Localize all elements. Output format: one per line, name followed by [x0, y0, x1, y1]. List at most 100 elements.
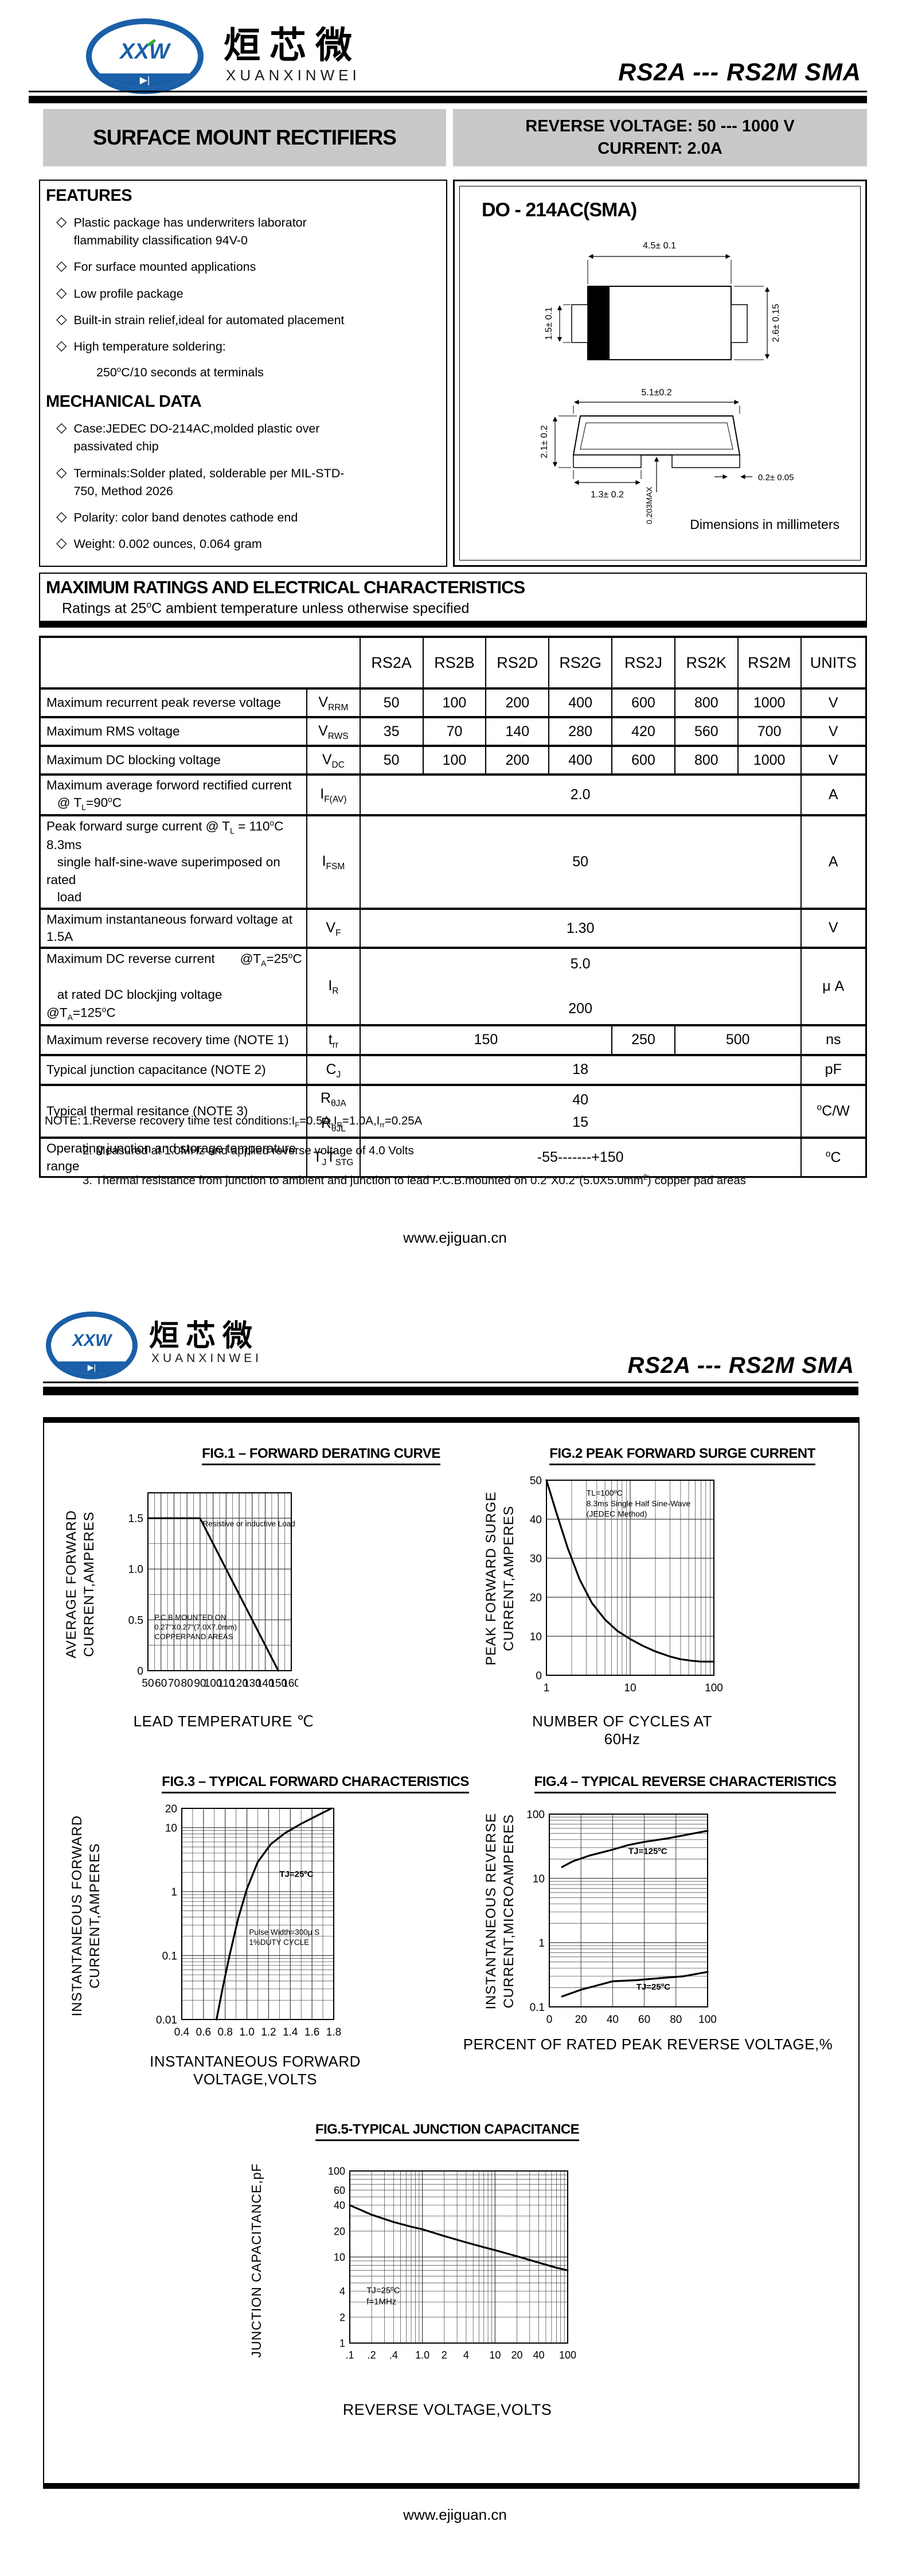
- svg-text:1: 1: [544, 1682, 550, 1694]
- table-cell: 400: [548, 687, 612, 717]
- list-item: ◇ Plastic package has underwriters labora…: [56, 214, 436, 250]
- table-cell: 40 15: [359, 1083, 801, 1138]
- svg-text:1.0: 1.0: [239, 2026, 254, 2038]
- package-drawing: 4.5± 0.1 1.5± 0.1 2.6± 0.15: [540, 241, 794, 524]
- table-cell: Typical thermal resitance (NOTE 3): [40, 1083, 307, 1138]
- svg-text:0.4: 0.4: [174, 2026, 190, 2038]
- header-rule-thin: [29, 91, 867, 92]
- svg-text:50: 50: [530, 1475, 542, 1487]
- table-cell: 400: [548, 745, 612, 775]
- fig1-ylabel: AVERAGE FORWARD CURRENT,AMPERES: [63, 1509, 97, 1659]
- svg-text:1.8: 1.8: [326, 2026, 341, 2038]
- table-cell: 600: [611, 687, 675, 717]
- diamond-bullet-icon: ◇: [56, 420, 67, 436]
- fig5-ylabel: JUNCTION CAPACITANCE,pF: [249, 2163, 264, 2358]
- svg-text:2: 2: [339, 2312, 345, 2323]
- fig5-xlabel: REVERSE VOLTAGE,VOLTS: [342, 2401, 552, 2418]
- table-cell: trr: [306, 1024, 360, 1055]
- table-cell: 600: [611, 745, 675, 775]
- table-cell: 50: [359, 687, 423, 717]
- list-item: ◇ Built-in strain relief,ideal for automa…: [56, 312, 436, 329]
- features-box: FEATURES ◇ Plastic package has underwrite…: [39, 180, 447, 567]
- logo-cn-text: 烜芯微: [224, 25, 361, 66]
- logo-cn-text-2: 烜芯微: [149, 1320, 260, 1353]
- chart-series-cj: [349, 2204, 569, 2271]
- svg-text:.2: .2: [368, 2349, 376, 2361]
- header-rule-thick-2: [43, 1387, 858, 1395]
- svg-text:1.0: 1.0: [415, 2349, 429, 2361]
- logo-en-text: XUANXINWEI: [226, 67, 361, 84]
- table-row: Maximum DC blocking voltage VDC 50 100 200 40…: [40, 745, 866, 775]
- notes-label: NOTE:: [45, 1114, 81, 1127]
- svg-text:1.6: 1.6: [304, 2026, 319, 2038]
- svg-text:90: 90: [194, 1678, 206, 1690]
- svg-text:0.6: 0.6: [196, 2026, 211, 2038]
- page-title-2: RS2A --- RS2M SMA: [627, 1353, 854, 1378]
- table-cell: 18: [359, 1053, 801, 1085]
- logo-diode-icon: ▶|: [92, 73, 198, 88]
- fig3-xlabel: INSTANTANEOUS FORWARD VOLTAGE,VOLTS: [150, 2053, 361, 2088]
- svg-text:0.5: 0.5: [128, 1614, 143, 1626]
- ratings-table: RS2A RS2B RS2D RS2G RS2J RS2K RS2M UNITS Maximum…: [39, 636, 867, 1178]
- list-item-text: Low profile package: [73, 286, 183, 301]
- svg-text:.4: .4: [389, 2349, 398, 2361]
- list-item: ◇ High temperature soldering:: [56, 338, 436, 356]
- chart-series-tj25: [561, 1971, 709, 1998]
- svg-text:10: 10: [489, 2349, 501, 2361]
- brand-logo-2: XXW ▶| 烜芯微 XUANXINWEI: [46, 1312, 344, 1379]
- table-cell: oC/W: [800, 1083, 866, 1138]
- svg-text:0: 0: [137, 1666, 143, 1678]
- logo-diode-icon-2: ▶|: [51, 1361, 132, 1374]
- product-banner: SURFACE MOUNT RECTIFIERS: [43, 109, 446, 166]
- table-cell: Peak forward surge current @ TL = 110oC …: [40, 814, 307, 909]
- mechanical-list: ◇ Case:JEDEC DO-214AC,molded plastic over…: [46, 420, 442, 553]
- fig4-ylabel: INSTANTANEOUS REVERSE CURRENT,MICROAMPER…: [483, 1812, 517, 2010]
- ratings-header-box: MAXIMUM RATINGS AND ELECTRICAL CHARACTER…: [39, 573, 867, 628]
- chart-series-surge: [545, 1479, 715, 1663]
- table-cell: V: [800, 745, 866, 775]
- svg-text:10: 10: [334, 2251, 345, 2263]
- table-cell: 1.30: [359, 907, 801, 948]
- svg-text:40: 40: [607, 2014, 619, 2026]
- fig4-xlabel: PERCENT OF RATED PEAK REVERSE VOLTAGE,%: [463, 2036, 833, 2053]
- list-item-text: Built-in strain relief,ideal for automat…: [73, 313, 345, 327]
- table-cell: μ A: [800, 947, 866, 1025]
- diamond-bullet-icon: ◇: [56, 535, 67, 551]
- table-cell: IFSM: [306, 814, 360, 909]
- svg-text:10: 10: [530, 1631, 542, 1643]
- ratings-subtitle: Ratings at 25oC ambient temperature unle…: [62, 600, 470, 617]
- svg-text:70: 70: [168, 1678, 180, 1690]
- diamond-bullet-icon: ◇: [56, 285, 67, 301]
- page-title: RS2A --- RS2M SMA: [618, 59, 861, 86]
- table-row: Typical junction capacitance (NOTE 2) CJ 1…: [40, 1053, 866, 1085]
- table-cell: 500: [674, 1024, 801, 1055]
- logo-en-text-2: XUANXINWEI: [151, 1352, 263, 1365]
- svg-text:150: 150: [269, 1678, 287, 1690]
- dim-overall-width: 5.1±0.2: [641, 388, 671, 398]
- features-extra: 250oC/10 seconds at terminals: [96, 365, 264, 380]
- fig3-title: FIG.3 – TYPICAL FORWARD CHARACTERISTICS: [149, 1774, 482, 1793]
- svg-text:10: 10: [165, 1822, 177, 1834]
- table-cell: RS2D: [485, 636, 549, 688]
- table-cell: RS2G: [548, 636, 612, 688]
- svg-text:110: 110: [217, 1678, 235, 1690]
- table-cell: VF: [306, 907, 360, 948]
- product-banner-text: SURFACE MOUNT RECTIFIERS: [93, 126, 397, 149]
- table-cell: pF: [800, 1053, 866, 1085]
- header-rule-thick: [29, 96, 867, 103]
- dim-standoff: 0.203MAX: [645, 487, 654, 524]
- svg-text:40: 40: [533, 2349, 545, 2361]
- list-item-text: Polarity: color band denotes cathode end: [73, 510, 298, 524]
- table-row: Typical thermal resitance (NOTE 3) RθJA R…: [40, 1083, 866, 1138]
- list-item: ◇ Low profile package: [56, 285, 436, 303]
- table-cell: RS2A: [359, 636, 423, 688]
- svg-text:0.8: 0.8: [218, 2026, 233, 2038]
- table-cell: 700: [737, 716, 801, 746]
- package-note: Dimensions in millimeters: [690, 517, 839, 532]
- note-line: 2. Measured at 1.0MHz and applied revers…: [83, 1144, 414, 1158]
- table-cell: V: [800, 716, 866, 746]
- table-cell: 5.0 200: [359, 947, 801, 1025]
- note-line: 3. Thermal resistance from junction to a…: [83, 1173, 746, 1187]
